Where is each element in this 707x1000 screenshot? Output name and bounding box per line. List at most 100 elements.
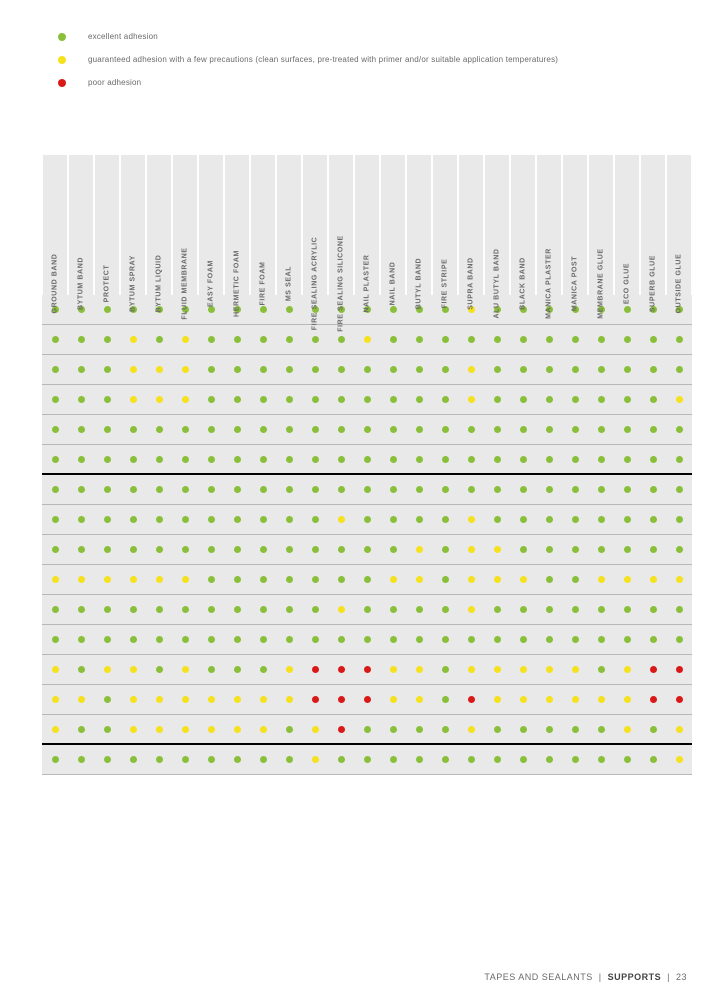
column-label: MEMBRANE GLUE	[598, 248, 605, 318]
table-cell	[458, 385, 484, 414]
table-cell	[120, 415, 146, 444]
guaranteed-icon	[494, 546, 501, 553]
guaranteed-icon	[130, 576, 137, 583]
table-cell	[172, 625, 198, 654]
excellent-icon	[494, 366, 501, 373]
table-cell	[458, 655, 484, 684]
table-cell	[562, 445, 588, 473]
table-cell	[224, 445, 250, 473]
excellent-icon	[156, 426, 163, 433]
table-cell	[510, 565, 536, 594]
table-cell	[510, 535, 536, 564]
excellent-icon	[572, 516, 579, 523]
table-cell	[146, 475, 172, 504]
guaranteed-icon	[650, 576, 657, 583]
excellent-icon	[520, 456, 527, 463]
table-cell	[562, 565, 588, 594]
excellent-icon	[234, 486, 241, 493]
excellent-icon	[520, 606, 527, 613]
excellent-icon	[572, 366, 579, 373]
excellent-icon	[572, 456, 579, 463]
table-cell	[146, 595, 172, 624]
excellent-icon	[520, 426, 527, 433]
excellent-icon	[598, 396, 605, 403]
excellent-icon	[104, 546, 111, 553]
excellent-icon	[338, 366, 345, 373]
excellent-icon	[234, 516, 241, 523]
excellent-icon	[390, 516, 397, 523]
excellent-icon	[182, 606, 189, 613]
excellent-icon	[52, 396, 59, 403]
guaranteed-icon	[156, 396, 163, 403]
excellent-icon	[104, 456, 111, 463]
excellent-icon	[364, 606, 371, 613]
excellent-icon	[52, 636, 59, 643]
excellent-icon	[286, 366, 293, 373]
table-cell	[588, 625, 614, 654]
table-cell	[328, 355, 354, 384]
guaranteed-icon	[416, 546, 423, 553]
excellent-icon	[442, 366, 449, 373]
excellent-icon	[364, 756, 371, 763]
table-cell	[120, 745, 146, 774]
excellent-icon	[312, 546, 319, 553]
table-cell	[562, 385, 588, 414]
poor-icon	[650, 666, 657, 673]
excellent-icon	[78, 756, 85, 763]
excellent-icon	[442, 456, 449, 463]
guaranteed-icon	[676, 396, 683, 403]
table-cell	[94, 445, 120, 473]
excellent-icon	[624, 456, 631, 463]
table-cell	[640, 445, 666, 473]
table-cell	[640, 385, 666, 414]
table-cell	[302, 565, 328, 594]
guaranteed-icon	[130, 396, 137, 403]
table-cell	[276, 475, 302, 504]
table-cell	[640, 745, 666, 774]
table-cell	[614, 385, 640, 414]
table-cell	[614, 355, 640, 384]
excellent-icon	[208, 516, 215, 523]
table-cell	[432, 685, 458, 714]
table-cell	[172, 595, 198, 624]
table-row	[42, 445, 692, 475]
guaranteed-icon	[468, 546, 475, 553]
excellent-icon	[650, 636, 657, 643]
table-cell	[276, 565, 302, 594]
table-cell	[536, 445, 562, 473]
table-cell	[562, 535, 588, 564]
guaranteed-icon	[52, 576, 59, 583]
excellent-icon	[546, 516, 553, 523]
table-cell	[68, 535, 94, 564]
table-cell	[354, 385, 380, 414]
guaranteed-icon	[52, 726, 59, 733]
column-label: FLUID MEMBRANE	[182, 247, 189, 319]
poor-icon	[364, 696, 371, 703]
legend-row: excellent adhesion	[58, 32, 558, 41]
column-label: SUPERB GLUE	[650, 255, 657, 312]
excellent-icon	[416, 486, 423, 493]
excellent-icon	[364, 456, 371, 463]
excellent-icon	[598, 666, 605, 673]
table-cell	[588, 565, 614, 594]
table-cell	[94, 595, 120, 624]
table-cell	[146, 685, 172, 714]
table-row	[42, 355, 692, 385]
table-cell	[250, 685, 276, 714]
table-cell	[302, 685, 328, 714]
table-cell	[406, 655, 432, 684]
table-cell	[42, 505, 68, 534]
guaranteed-icon	[286, 666, 293, 673]
table-cell	[198, 445, 224, 473]
chart-body	[42, 295, 692, 775]
guaranteed-icon	[52, 696, 59, 703]
table-cell	[614, 505, 640, 534]
guaranteed-icon	[156, 576, 163, 583]
table-cell	[640, 685, 666, 714]
excellent-icon	[442, 486, 449, 493]
excellent-icon	[650, 366, 657, 373]
excellent-icon	[624, 546, 631, 553]
table-cell	[666, 475, 692, 504]
table-cell	[250, 745, 276, 774]
excellent-icon	[442, 516, 449, 523]
